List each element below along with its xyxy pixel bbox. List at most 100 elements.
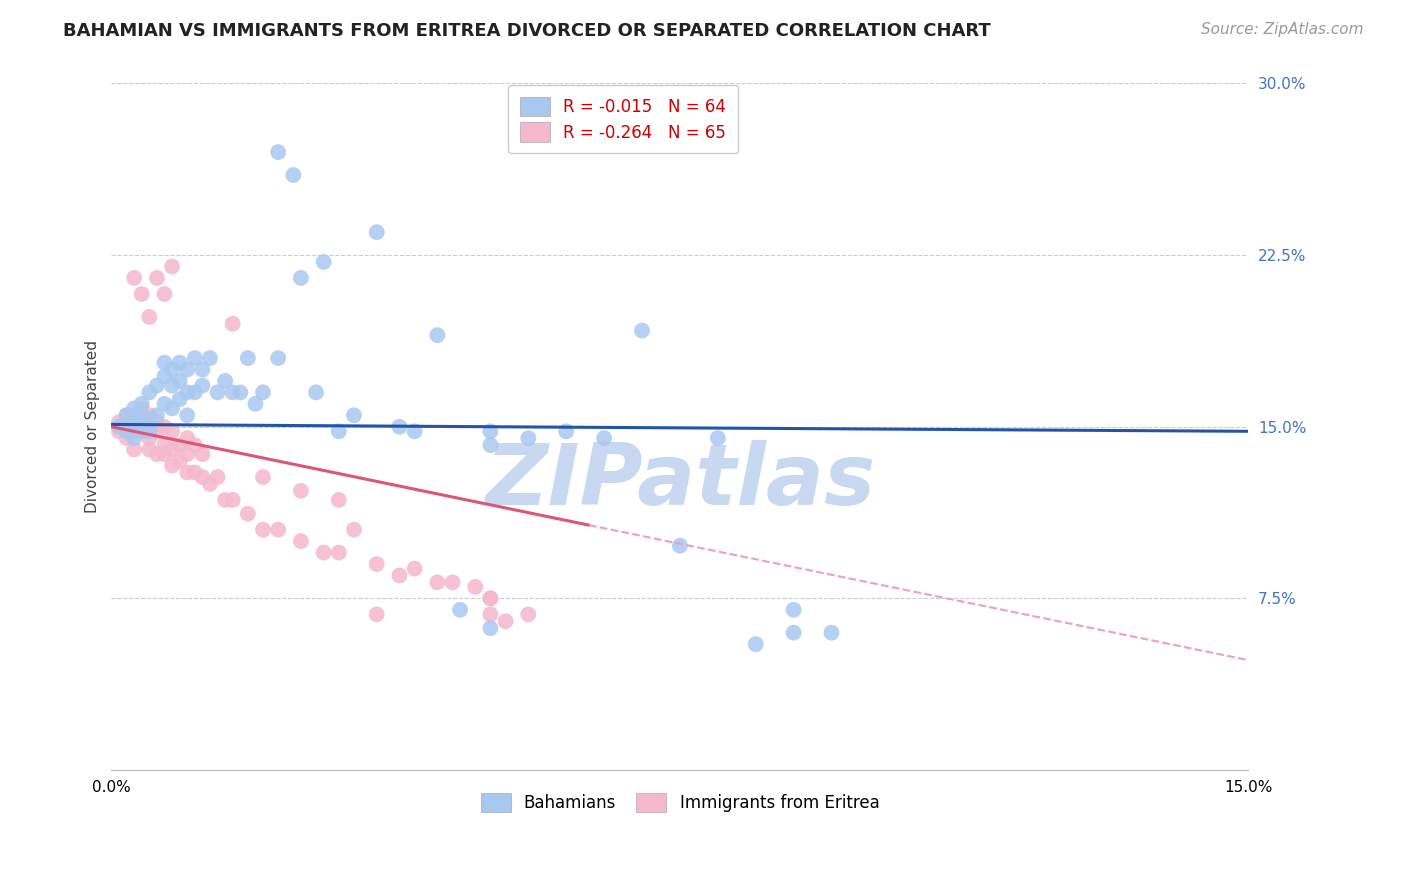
Point (366, 557, 388, 571)
Point (131, 425, 153, 439)
Point (207, 470, 229, 484)
Point (328, 492, 350, 507)
Point (146, 447, 169, 461)
Point (184, 466, 207, 480)
Point (290, 483, 312, 498)
Point (593, 431, 616, 445)
Point (191, 447, 214, 461)
Point (328, 425, 350, 439)
Point (160, 362, 183, 376)
Point (169, 392, 191, 407)
Point (160, 458, 183, 473)
Point (176, 447, 198, 461)
Point (131, 401, 153, 416)
Point (160, 378, 183, 392)
Point (153, 356, 176, 370)
Point (160, 401, 183, 416)
Point (555, 425, 578, 439)
Point (782, 625, 804, 640)
Point (221, 492, 243, 507)
Point (191, 470, 214, 484)
Point (252, 470, 274, 484)
Y-axis label: Divorced or Separated: Divorced or Separated (86, 340, 100, 513)
Point (820, 625, 842, 640)
Point (160, 260, 183, 274)
Point (115, 431, 138, 445)
Point (160, 425, 183, 439)
Point (153, 397, 176, 411)
Point (328, 545, 350, 559)
Point (198, 477, 221, 491)
Point (153, 419, 176, 434)
Point (479, 591, 502, 606)
Point (283, 168, 305, 182)
Point (115, 409, 138, 423)
Point (131, 425, 153, 439)
Point (631, 324, 654, 338)
Point (479, 425, 502, 439)
Point (267, 351, 290, 365)
Point (146, 409, 169, 423)
Point (176, 431, 198, 445)
Point (479, 438, 502, 452)
Point (115, 425, 138, 439)
Point (146, 378, 169, 392)
Point (131, 397, 153, 411)
Point (388, 419, 411, 434)
Point (221, 317, 243, 331)
Point (146, 271, 169, 285)
Point (214, 492, 236, 507)
Point (122, 415, 145, 429)
Point (366, 607, 388, 622)
Point (305, 385, 328, 400)
Point (138, 425, 160, 439)
Point (267, 145, 290, 160)
Point (426, 328, 449, 343)
Point (479, 621, 502, 635)
Point (404, 425, 426, 439)
Point (517, 607, 540, 622)
Point (108, 425, 131, 439)
Point (236, 351, 259, 365)
Point (160, 442, 183, 457)
Point (449, 603, 471, 617)
Point (108, 415, 131, 429)
Point (176, 362, 198, 376)
Point (426, 575, 449, 590)
Point (782, 603, 804, 617)
Point (184, 438, 207, 452)
Point (122, 442, 145, 457)
Point (464, 580, 486, 594)
Point (236, 507, 259, 521)
Point (191, 378, 214, 392)
Point (176, 409, 198, 423)
Point (290, 271, 312, 285)
Point (229, 385, 252, 400)
Point (388, 568, 411, 582)
Point (122, 425, 145, 439)
Point (252, 523, 274, 537)
Point (176, 466, 198, 480)
Point (252, 385, 274, 400)
Point (169, 454, 191, 468)
Point (153, 447, 176, 461)
Point (404, 561, 426, 575)
Point (122, 271, 145, 285)
Point (115, 425, 138, 439)
Point (343, 409, 366, 423)
Point (290, 534, 312, 549)
Point (131, 287, 153, 301)
Point (138, 413, 160, 427)
Point (131, 415, 153, 429)
Point (153, 287, 176, 301)
Point (108, 419, 131, 434)
Text: Source: ZipAtlas.com: Source: ZipAtlas.com (1201, 22, 1364, 37)
Point (184, 351, 207, 365)
Point (131, 409, 153, 423)
Point (138, 385, 160, 400)
Point (191, 362, 214, 376)
Point (184, 385, 207, 400)
Point (138, 409, 160, 423)
Point (214, 374, 236, 388)
Text: ZIPatlas: ZIPatlas (485, 440, 875, 523)
